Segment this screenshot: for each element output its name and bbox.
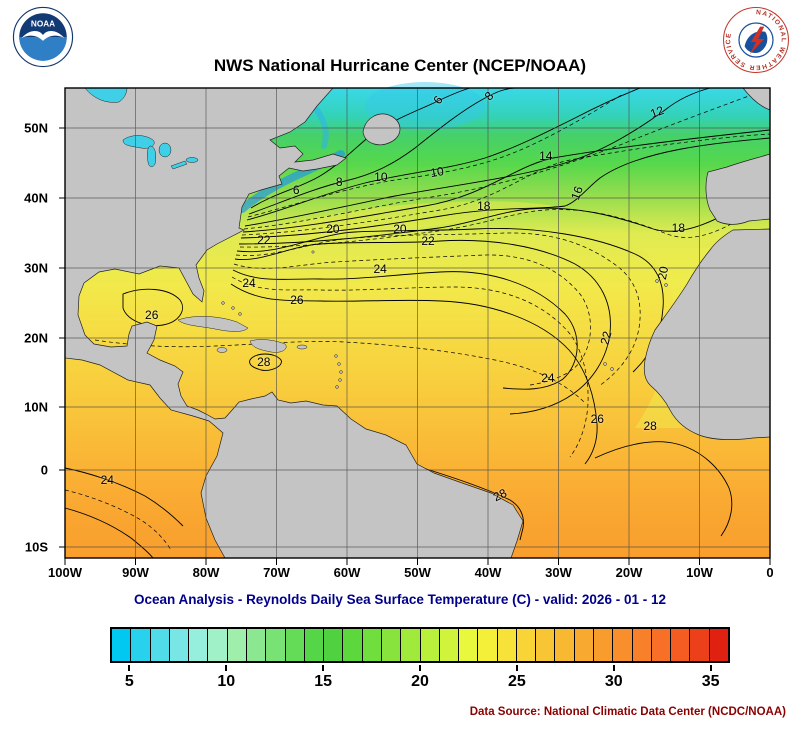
noaa-logo-sea — [19, 37, 67, 61]
page-title: NWS National Hurricane Center (NCEP/NOAA… — [213, 56, 587, 75]
colorbar-segment — [304, 629, 325, 661]
colorbar-tick-mark — [419, 665, 421, 671]
y-axis-label: 10S — [24, 539, 48, 555]
colorbar-segment — [227, 629, 247, 661]
colorbar-tick-mark — [709, 665, 712, 671]
gulf-stream-warm-tongue — [245, 201, 555, 239]
map-frame-border — [64, 87, 771, 559]
colorbar-segment — [208, 629, 228, 661]
map-subtitle: Ocean Analysis - Reynolds Daily Sea Surf… — [134, 592, 666, 607]
data-source-credit: Data Source: National Climatic Data Cent… — [469, 706, 786, 718]
y-axis-label: 10N — [24, 399, 48, 415]
colorbar-tick-label: 5 — [124, 673, 134, 690]
colorbar-segment — [632, 629, 652, 661]
colorbar-tick-label: 20 — [411, 673, 429, 690]
x-axis-label: 100W — [48, 565, 82, 580]
x-axis-label: 20W — [615, 565, 643, 580]
x-axis-label: 80W — [192, 565, 220, 580]
colorbar-segment — [497, 629, 517, 661]
colorbar-segment — [246, 629, 267, 661]
land-masses — [64, 87, 771, 559]
island-hispaniola — [249, 339, 287, 353]
x-axis-label: 70W — [263, 565, 290, 580]
colorbar-segment — [536, 629, 556, 661]
colorbar-segments — [110, 627, 730, 663]
islands-small — [216, 250, 668, 389]
colorbar-segment — [516, 629, 537, 661]
grid-lines — [65, 88, 770, 558]
colorbar-segment — [150, 629, 170, 661]
y-axis-label: 50N — [24, 120, 48, 136]
colorbar-segment — [574, 629, 595, 661]
colorbar-tick-label: 10 — [217, 673, 236, 690]
y-axis-label: 40N — [24, 190, 48, 206]
grand-banks-cold-water — [365, 82, 485, 130]
land-iberia — [705, 153, 771, 225]
colorbar-segment — [401, 629, 421, 661]
colorbar-segment — [478, 629, 498, 661]
land-americas — [64, 87, 524, 559]
sst-map — [59, 82, 771, 565]
colorbar-segment — [439, 629, 460, 661]
colorbar-segment — [671, 629, 691, 661]
colorbar-segment — [112, 629, 132, 661]
x-axis-labels: 100W 90W 80W 70W 60W 50W 40W 30W 20W 10W 0 — [48, 565, 774, 585]
colorbar-segment — [266, 629, 286, 661]
x-axis-label: 60W — [333, 565, 361, 580]
colorbar-tick-mark — [515, 665, 518, 671]
colorbar-tick-label: 25 — [507, 673, 526, 690]
colorbar-tick-mark — [322, 665, 325, 671]
colorbar-segment — [189, 629, 209, 661]
colorbar-segment — [285, 629, 305, 661]
x-axis-label: 10W — [686, 565, 713, 580]
land-newfoundland — [362, 113, 401, 146]
colorbar: 5 10 15 20 25 30 35 — [110, 627, 730, 693]
y-axis-labels: 50N 40N 30N 20N 10N 0 10S — [0, 88, 60, 558]
colorbar-segment — [690, 629, 710, 661]
contour-lines-dashed — [64, 89, 771, 551]
colorbar-segment — [651, 629, 672, 661]
land-africa — [643, 228, 771, 440]
colorbar-segment — [459, 629, 479, 661]
colorbar-tick-label: 30 — [604, 673, 623, 690]
map-area: 6 8 12 14 10 10 8 6 16 18 18 20 20 22 22 24 24 20 26 26 28 22… — [59, 82, 771, 565]
colorbar-segment — [555, 629, 575, 661]
x-axis-label: 30W — [545, 565, 572, 580]
colorbar-segment — [169, 629, 190, 661]
colorbar-tick-label: 15 — [314, 673, 333, 690]
colorbar-tick-label: 35 — [701, 673, 720, 690]
colorbar-segment — [709, 629, 728, 661]
x-axis-label: 50W — [404, 565, 431, 580]
island-cuba — [177, 316, 249, 332]
x-axis-label: 40W — [474, 565, 502, 580]
nws-logo: NATIONAL WEATHER SERVICE — [723, 7, 789, 73]
colorbar-segment — [594, 629, 614, 661]
colorbar-segment — [420, 629, 440, 661]
colorbar-tick-mark — [612, 665, 615, 671]
noaa-logo-text: NOAA — [31, 19, 55, 28]
colorbar-tick-mark — [225, 665, 228, 671]
x-axis-label: 0 — [766, 565, 774, 580]
axis-ticks — [59, 127, 771, 565]
colorbar-segment — [362, 629, 382, 661]
y-axis-label: 20N — [24, 330, 48, 346]
noaa-seagull-icon — [21, 31, 65, 41]
colorbar-segment — [613, 629, 633, 661]
lakes — [84, 87, 199, 170]
colorbar-segment — [324, 629, 344, 661]
colorbar-segment — [131, 629, 151, 661]
colorbar-segment — [381, 629, 402, 661]
nws-lightning-icon — [749, 26, 765, 55]
x-axis-label: 90W — [122, 565, 149, 580]
colorbar-segment — [343, 629, 363, 661]
y-axis-label: 0 — [40, 462, 48, 478]
colorbar-tick-mark — [128, 665, 131, 671]
y-axis-label: 30N — [24, 260, 48, 276]
noaa-logo: NOAA — [12, 6, 74, 68]
